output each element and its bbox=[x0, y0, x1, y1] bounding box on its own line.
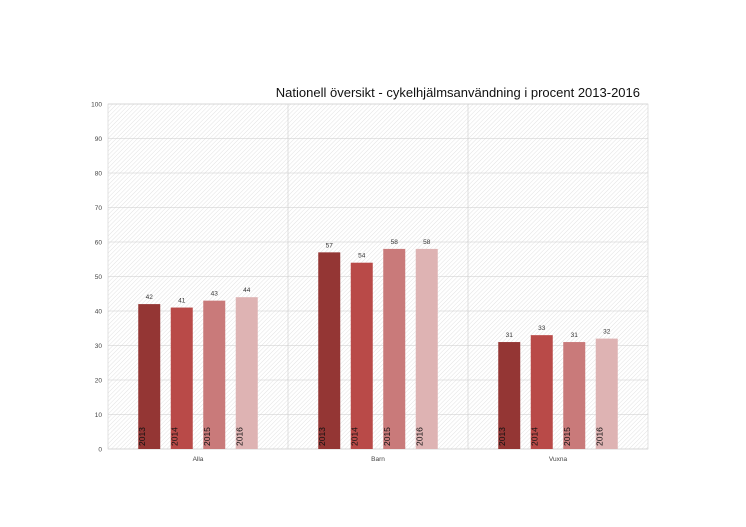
series-label: 2014 bbox=[169, 427, 179, 446]
data-label: 31 bbox=[506, 332, 514, 339]
series-label: 2013 bbox=[317, 427, 327, 446]
bar bbox=[350, 262, 373, 449]
y-tick-label: 80 bbox=[95, 170, 103, 177]
x-tick-label: Alla bbox=[193, 456, 204, 463]
y-axis: 0 10 20 30 40 50 60 70 80 90 100 bbox=[91, 101, 102, 453]
data-label: 58 bbox=[423, 239, 431, 246]
data-label: 44 bbox=[243, 287, 251, 294]
y-tick-label: 0 bbox=[98, 446, 102, 453]
data-label: 43 bbox=[211, 291, 219, 298]
bar bbox=[415, 248, 438, 449]
bars: 42 2013 41 2014 43 2015 44 2016 57 2013 54 2014 58 20… bbox=[137, 239, 618, 449]
y-tick-label: 50 bbox=[95, 274, 103, 281]
data-label: 41 bbox=[178, 298, 186, 305]
y-tick-label: 90 bbox=[95, 136, 103, 143]
bar bbox=[235, 297, 258, 449]
bar bbox=[318, 252, 341, 449]
series-label: 2013 bbox=[497, 427, 507, 446]
bar bbox=[530, 335, 553, 449]
bar bbox=[170, 307, 193, 449]
bar bbox=[595, 338, 618, 449]
x-axis: Alla Barn Vuxna bbox=[193, 456, 568, 463]
y-tick-label: 30 bbox=[95, 343, 103, 350]
data-label: 57 bbox=[326, 242, 334, 249]
data-label: 33 bbox=[538, 325, 546, 332]
y-tick-label: 20 bbox=[95, 377, 103, 384]
y-tick-label: 10 bbox=[95, 412, 103, 419]
series-label: 2015 bbox=[382, 427, 392, 446]
bar bbox=[383, 248, 406, 449]
data-label: 31 bbox=[571, 332, 579, 339]
y-tick-label: 60 bbox=[95, 239, 103, 246]
x-tick-label: Barn bbox=[371, 456, 385, 463]
bar bbox=[203, 300, 226, 449]
chart-title: Nationell översikt - cykelhjälmsanvändni… bbox=[276, 85, 640, 100]
y-tick-label: 100 bbox=[91, 101, 102, 108]
series-label: 2013 bbox=[137, 427, 147, 446]
y-tick-label: 40 bbox=[95, 308, 103, 315]
data-label: 42 bbox=[146, 294, 154, 301]
series-label: 2016 bbox=[594, 427, 604, 446]
x-tick-label: Vuxna bbox=[549, 456, 568, 463]
data-label: 32 bbox=[603, 329, 611, 336]
gridlines bbox=[108, 103, 648, 450]
bar bbox=[498, 342, 521, 449]
data-label: 54 bbox=[358, 253, 366, 260]
bar bbox=[138, 304, 161, 449]
bar bbox=[563, 342, 586, 449]
y-tick-label: 70 bbox=[95, 205, 103, 212]
series-label: 2015 bbox=[562, 427, 572, 446]
series-label: 2016 bbox=[234, 427, 244, 446]
series-label: 2016 bbox=[414, 427, 424, 446]
data-label: 58 bbox=[391, 239, 399, 246]
series-label: 2014 bbox=[529, 427, 539, 446]
series-label: 2015 bbox=[202, 427, 212, 446]
series-label: 2014 bbox=[349, 427, 359, 446]
